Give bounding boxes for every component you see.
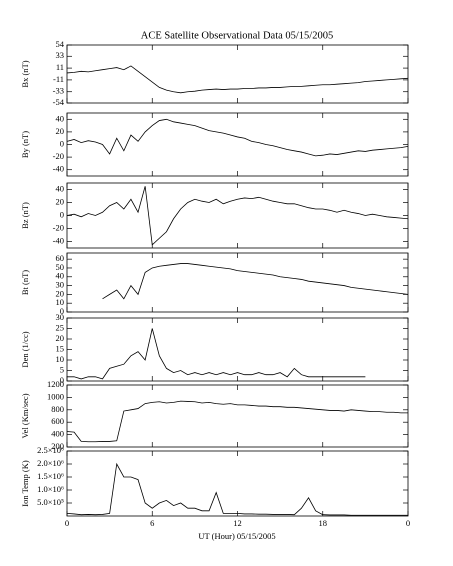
y-tick-label: 25	[56, 322, 65, 332]
y-tick-label: 50	[56, 262, 65, 272]
y-axis-label: Bx (nT)	[20, 60, 30, 87]
y-tick-label: 20	[56, 333, 65, 343]
y-tick-label: 60	[56, 253, 65, 263]
y-tick-label: -33	[53, 86, 64, 96]
y-tick-label: 54	[56, 39, 65, 49]
y-tick-label: -40	[53, 235, 64, 245]
y-tick-label: 1000	[47, 391, 64, 401]
y-tick-label: -11	[53, 74, 64, 84]
y-tick-label: 2.0×10⁶	[37, 458, 64, 468]
y-tick-label: 33	[56, 50, 65, 60]
y-tick-label: 0	[60, 375, 64, 385]
x-tick-label: 12	[233, 518, 242, 528]
y-axis-label: Bt (nT)	[20, 270, 30, 295]
x-tick-label: 0	[65, 518, 69, 528]
y-tick-label: 5.0×10⁵	[37, 497, 64, 507]
y-tick-label: 0	[60, 306, 64, 316]
data-line	[66, 118, 409, 157]
y-tick-label: 0	[60, 138, 64, 148]
y-tick-label: -54	[53, 97, 65, 107]
data-line	[66, 462, 408, 516]
x-tick-label: 18	[319, 518, 328, 528]
y-tick-label: 0	[60, 209, 64, 219]
y-tick-label: 40	[56, 271, 65, 281]
y-axis-label: Vel (Km/sec)	[20, 393, 30, 438]
y-tick-label: 15	[56, 343, 65, 353]
y-tick-label: -20	[53, 151, 64, 161]
x-tick-label: 6	[150, 518, 154, 528]
y-tick-label: 40	[56, 113, 65, 123]
y-tick-label: 11	[56, 62, 64, 72]
y-axis-label: By (nT)	[20, 131, 30, 158]
y-axis-label: Bz (nT)	[20, 202, 30, 229]
x-tick-label: 0	[406, 518, 410, 528]
data-line	[67, 328, 366, 380]
chart-title: ACE Satellite Observational Data 05/15/2…	[141, 30, 333, 41]
y-tick-label: 1.0×10⁶	[37, 484, 64, 494]
y-tick-label: 200	[51, 441, 64, 451]
data-line	[66, 65, 409, 94]
data-line	[102, 263, 409, 300]
y-tick-label: 800	[51, 404, 64, 414]
y-axis-label: Den (1/cc)	[20, 331, 30, 367]
y-tick-label: 2.5×10⁶	[37, 445, 64, 455]
data-line	[66, 400, 408, 443]
y-tick-label: 40	[56, 183, 65, 193]
y-tick-label: 20	[56, 196, 65, 206]
y-tick-label: 400	[51, 429, 64, 439]
y-tick-label: 30	[56, 312, 65, 322]
y-tick-label: -20	[53, 222, 64, 232]
y-tick-label: 1.5×10⁶	[37, 471, 64, 481]
y-tick-label: 1200	[47, 379, 64, 389]
y-tick-label: 600	[51, 416, 64, 426]
y-tick-label: -40	[53, 164, 64, 174]
y-tick-label: 10	[56, 297, 65, 307]
data-line	[66, 186, 409, 246]
y-tick-label: 5	[60, 364, 64, 374]
y-tick-label: 10	[56, 354, 65, 364]
y-tick-label: 30	[56, 280, 65, 290]
y-tick-label: 20	[56, 288, 65, 298]
x-axis-label: UT (Hour) 05/15/2005	[198, 531, 275, 541]
y-axis-label: Ion Temp (K)	[20, 460, 30, 507]
y-tick-label: 20	[56, 126, 65, 136]
